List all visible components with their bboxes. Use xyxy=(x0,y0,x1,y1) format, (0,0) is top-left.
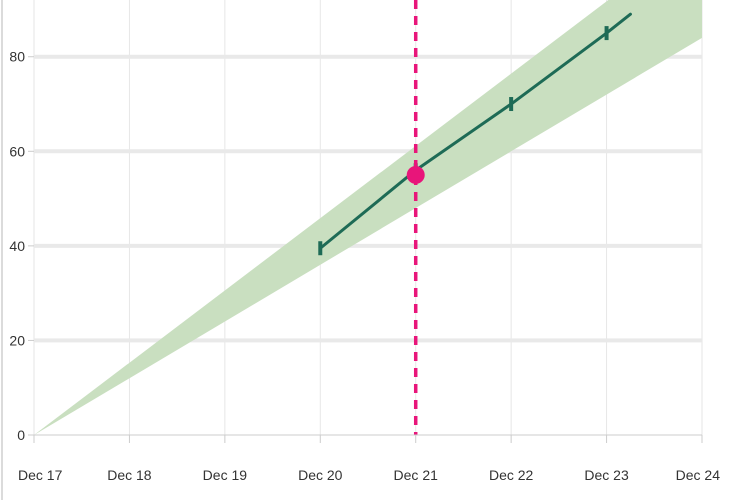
x-tick-label: Dec 24 xyxy=(676,467,721,483)
y-tick-label: 20 xyxy=(9,332,25,348)
axis-layer: Dec 17 Dec 18 Dec 19 Dec 20 Dec 21 Dec 22 Dec … xyxy=(9,49,720,483)
y-tick-label: 80 xyxy=(9,49,25,65)
y-tick-label: 60 xyxy=(9,143,25,159)
prediction-band xyxy=(34,0,702,435)
today-marker-dot xyxy=(406,165,425,184)
x-tick-label: Dec 23 xyxy=(584,467,629,483)
y-tick-label: 0 xyxy=(17,427,25,443)
prediction-band-layer xyxy=(34,0,702,435)
x-tick-label: Dec 17 xyxy=(18,467,63,483)
x-tick-label: Dec 19 xyxy=(203,467,248,483)
marker-layer xyxy=(406,0,425,435)
y-tick-label: 40 xyxy=(9,238,25,254)
x-tick-label: Dec 18 xyxy=(107,467,152,483)
x-tick-label: Dec 20 xyxy=(298,467,343,483)
x-tick-label: Dec 21 xyxy=(394,467,439,483)
x-tick-label: Dec 22 xyxy=(489,467,534,483)
